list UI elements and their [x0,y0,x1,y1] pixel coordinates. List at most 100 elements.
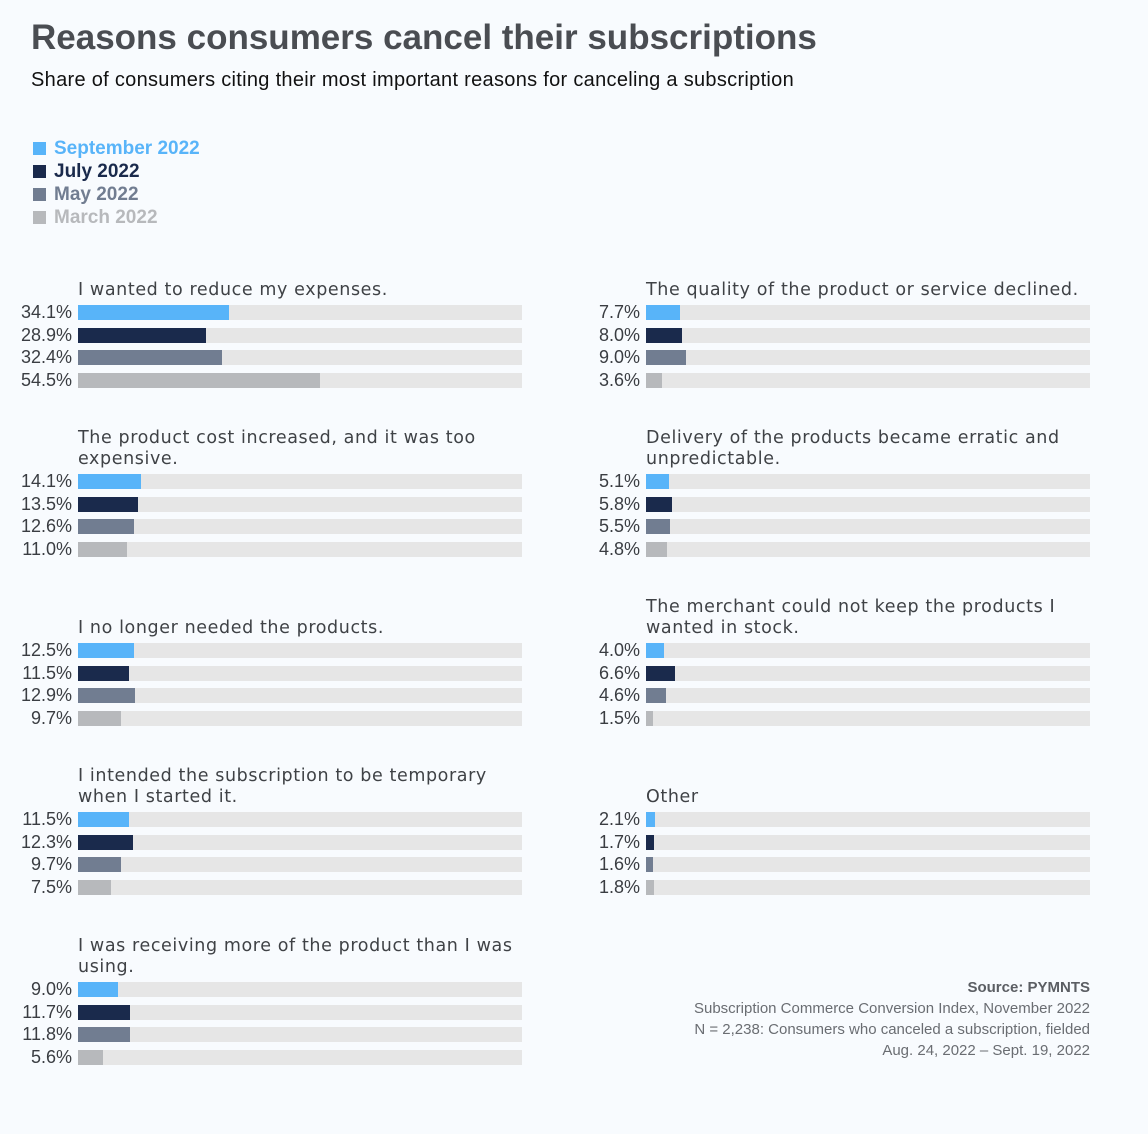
bar-track [78,496,522,512]
value-label: 32.4% [20,347,72,367]
bar-track [78,688,522,703]
legend-item: March 2022 [33,206,200,229]
value-label: 1.6% [598,854,640,874]
value-label: 1.7% [598,831,640,852]
group-label: The merchant could not keep the products… [646,597,1056,638]
bar-track [646,474,1090,489]
bar-row: 1.8% [568,877,1090,897]
value-label: 2.1% [598,809,640,829]
group-header: I intended the subscription to be tempor… [0,752,540,812]
value-label: 11.5% [22,662,72,683]
bar [646,834,654,850]
bar-row: 1.5% [568,708,1090,728]
bar [646,305,681,320]
bar [78,643,134,658]
bar-track [78,665,522,681]
bar-track [78,327,522,343]
value-label: 5.5% [598,516,640,536]
bar-track [646,857,1090,872]
bar-row: 12.9% [0,685,522,705]
value-label: 11.0% [22,538,72,559]
bar [646,474,669,489]
bar-track [646,541,1090,557]
bar [646,643,664,658]
bar-track [78,643,522,658]
bar [78,1004,130,1020]
bar-row: 5.1% [568,471,1090,491]
source-line-2: N = 2,238: Consumers who canceled a subs… [694,1021,1090,1038]
bar [78,372,320,388]
bar-track [646,519,1090,534]
bar-track [78,1027,522,1042]
value-label: 12.6% [20,516,72,536]
group-label: Other [646,787,699,807]
bar-row: 11.0% [0,538,522,559]
bar [646,857,654,872]
legend-swatch [33,211,46,224]
bar-track [78,982,522,997]
bar [646,541,668,557]
bar-track [78,812,522,827]
bar [646,496,672,512]
value-label: 5.1% [598,471,640,491]
group-label: Delivery of the products became erratic … [646,428,1060,469]
bar [646,372,662,388]
bar [78,857,122,872]
bar-track [78,1049,522,1065]
bar [646,879,654,895]
value-label: 7.5% [30,876,72,897]
bar-row: 54.5% [0,370,522,390]
bar [78,541,127,557]
bar [78,305,230,320]
bar-track [78,541,522,557]
bar-track [646,710,1090,726]
bar-row: 2.1% [568,809,1090,829]
bar [78,710,122,726]
bar-row: 3.6% [568,370,1090,390]
legend-label: September 2022 [54,137,200,159]
source-line-3: Aug. 24, 2022 – Sept. 19, 2022 [882,1042,1090,1059]
bar-row: 13.5% [0,493,522,514]
bar [78,665,130,681]
value-label: 6.6% [598,662,640,683]
source-note: Source: PYMNTS Subscription Commerce Con… [694,977,1090,1061]
legend-item: September 2022 [33,137,200,160]
bar-row: 5.5% [568,516,1090,536]
legend-swatch [33,142,46,155]
bar-track [646,496,1090,512]
bar [646,688,667,703]
legend-label: July 2022 [54,160,140,182]
group-header: The merchant could not keep the products… [568,583,1108,643]
bar-row: 7.5% [0,876,522,897]
bar-row: 9.7% [0,854,522,874]
bar-track [78,879,522,895]
bar-track [78,474,522,489]
source-line-1: Subscription Commerce Conversion Index, … [693,1000,1090,1017]
value-label: 1.5% [598,707,640,728]
bar-track [78,519,522,534]
value-label: 9.0% [30,979,72,999]
bar-track [78,305,522,320]
value-label: 9.7% [30,707,72,728]
value-label: 11.5% [22,809,72,829]
value-label: 13.5% [20,493,72,514]
bar-track [78,834,522,850]
bar-track [646,305,1090,320]
legend: September 2022 July 2022 May 2022 March 202… [33,137,200,229]
value-label: 4.6% [598,685,640,705]
bar [78,834,133,850]
bar [78,1049,103,1065]
bar-row: 1.6% [568,854,1090,874]
value-label: 7.7% [598,302,640,322]
value-label: 12.5% [20,640,72,660]
group-label: I intended the subscription to be tempor… [78,766,487,807]
bar-track [646,665,1090,681]
bar-row: 1.7% [568,832,1090,852]
bar-row: 8.0% [568,325,1090,345]
group-header: I was receiving more of the product than… [0,922,540,982]
bar [78,496,138,512]
bar-row: 9.0% [0,979,522,999]
bar-row: 9.0% [568,347,1090,367]
value-label: 9.0% [598,347,640,367]
